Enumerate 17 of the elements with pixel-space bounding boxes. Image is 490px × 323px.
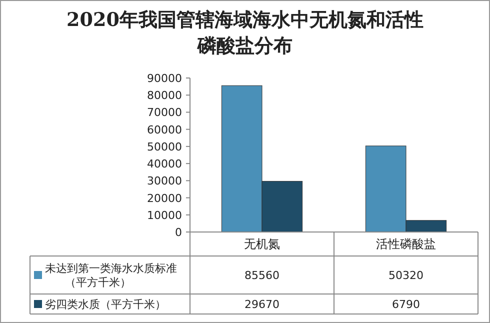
y-tick-label: 30000	[147, 174, 182, 188]
data-label: 50320	[388, 269, 424, 282]
x-tick-label: 活性磷酸盐	[376, 237, 436, 251]
y-tick-label: 70000	[147, 106, 182, 120]
y-tick-label: 50000	[147, 140, 182, 154]
y-tick-label: 10000	[147, 208, 182, 222]
y-tick-label: 40000	[147, 158, 182, 171]
y-tick-label: 20000	[147, 192, 182, 205]
y-tick-label: 90000	[147, 72, 182, 85]
x-tick-label: 无机氮	[244, 237, 280, 251]
y-tick-label: 0	[175, 226, 182, 239]
title: 2020年我国管辖海域海水中无机氮和活性磷酸盐分布	[66, 9, 424, 57]
y-tick-label: 60000	[147, 123, 182, 136]
data-label: 29670	[244, 298, 280, 311]
data-label: 6790	[392, 298, 420, 311]
data-label: 85560	[244, 269, 280, 282]
y-tick-label: 80000	[147, 89, 182, 102]
